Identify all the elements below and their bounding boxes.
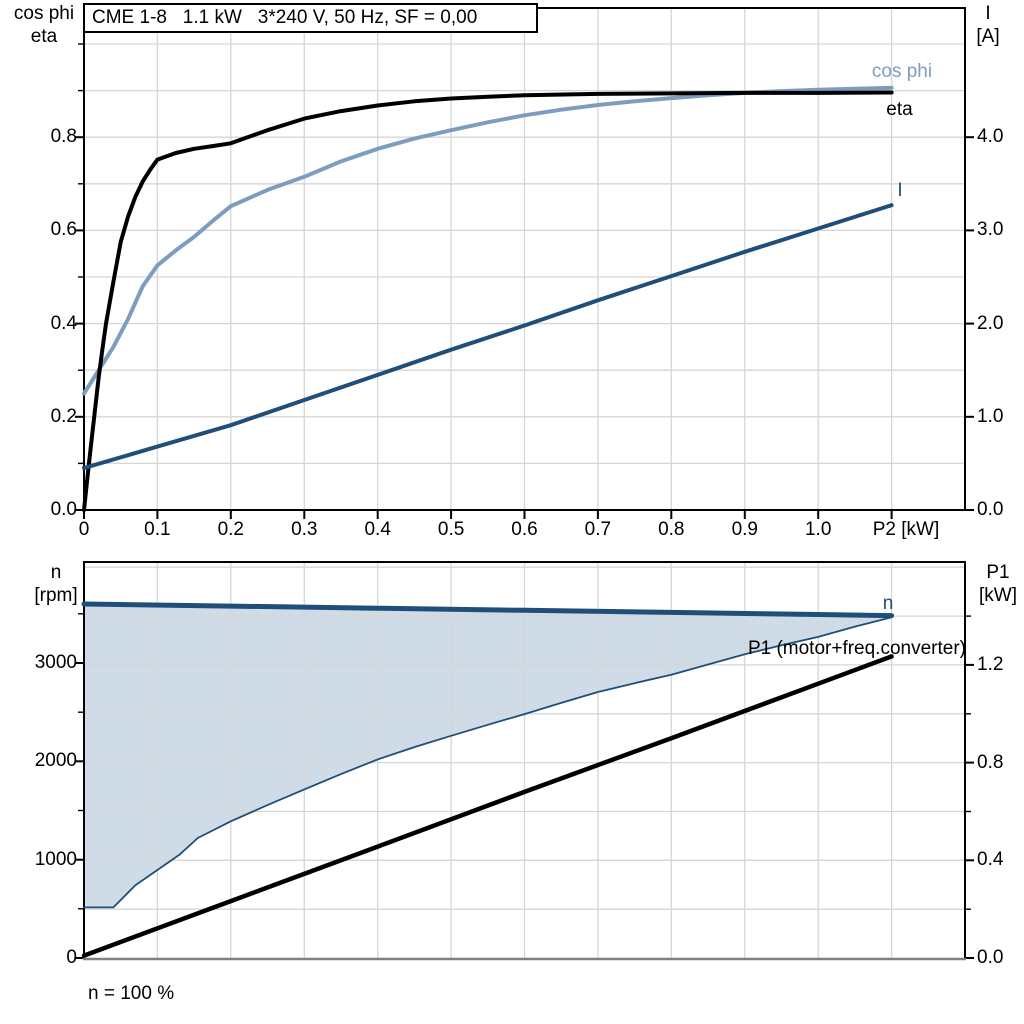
- curve-p1-motor-freq-converter: [81, 654, 894, 958]
- x-axis-title-p2: P2 [kW]: [872, 519, 940, 540]
- curve-label-current: I: [897, 180, 903, 201]
- curve-n: [81, 601, 895, 619]
- curve-eta: [82, 90, 894, 512]
- right-axis-title-p1: P1: [986, 562, 1010, 583]
- left-axis-title-eta: eta: [30, 26, 58, 47]
- curve-i: [82, 203, 894, 471]
- chart-title: CME 1-8 1.1 kW 3*240 V, 50 Hz, SF = 0,00: [83, 3, 538, 33]
- plot-border: [83, 561, 966, 958]
- left-axis-title-speed: n: [50, 562, 62, 583]
- curve-n-min: [83, 616, 893, 909]
- footnote-n-100-percent: n = 100 %: [88, 983, 175, 1004]
- curve-label-speed: n: [882, 593, 894, 614]
- right-axis-unit-amps: [A]: [976, 26, 1000, 47]
- right-axis-title-current: I: [985, 3, 991, 24]
- speed-range-area: [84, 604, 892, 908]
- curve-label-cos-phi: cos phi: [871, 61, 933, 82]
- right-axis-unit-kw: [kW]: [979, 585, 1017, 606]
- curve-label-eta: eta: [886, 99, 913, 120]
- curve-cos-phi: [82, 85, 894, 396]
- left-axis-title-cos-phi: cos phi: [13, 3, 75, 24]
- left-axis-unit-rpm: [rpm]: [34, 585, 78, 606]
- curve-label-p1-motor-freq-converter: P1 (motor+freq.converter): [747, 638, 966, 659]
